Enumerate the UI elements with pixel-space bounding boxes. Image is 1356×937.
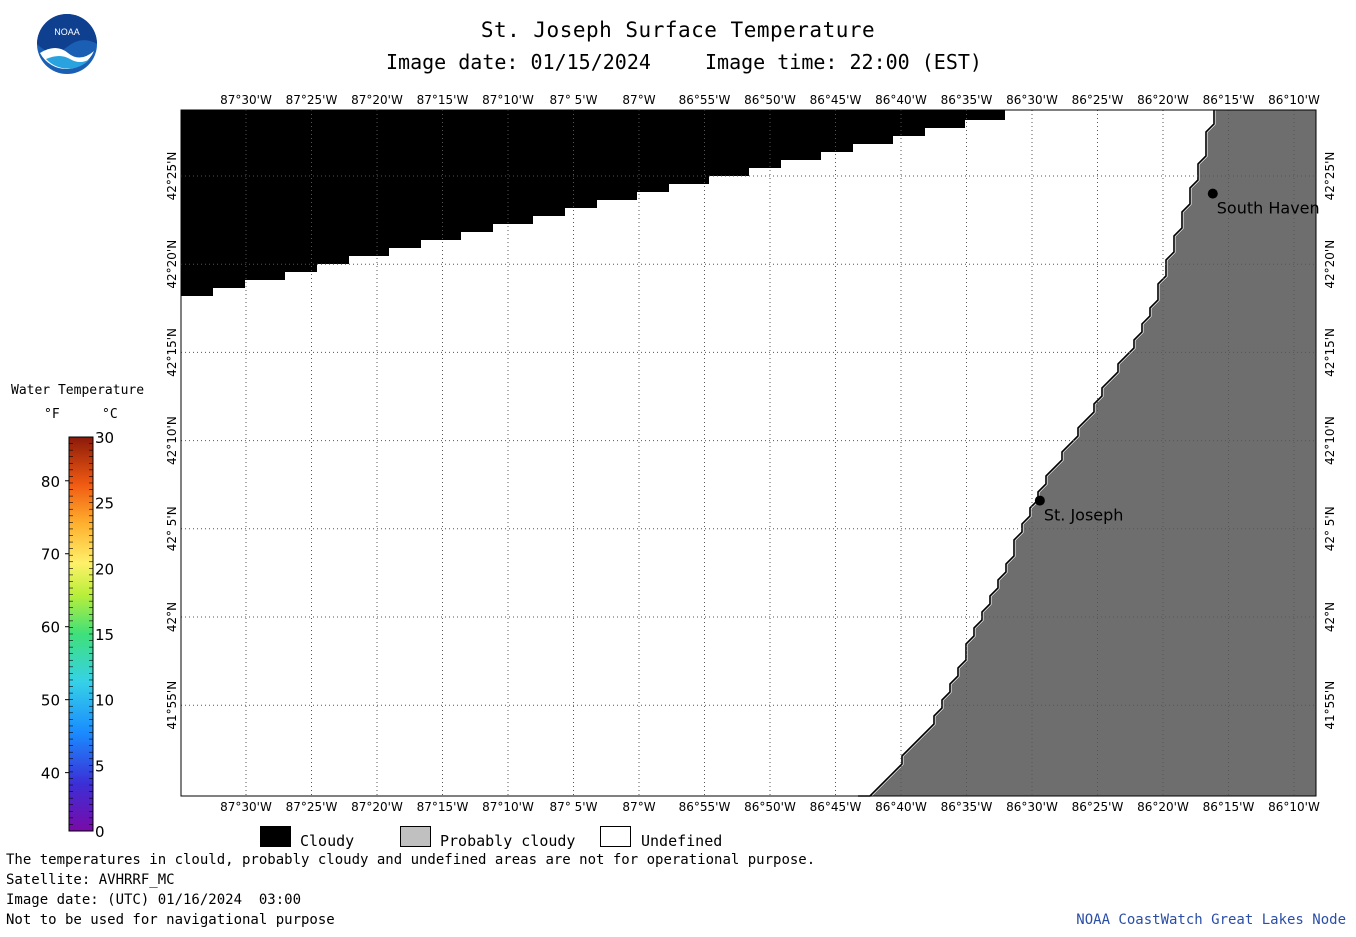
lat-label-left: 42°20'N: [165, 240, 179, 289]
cloud-region: [181, 110, 1005, 296]
lon-label-top: 87°15'W: [417, 93, 469, 107]
lon-label-bottom: 87°20'W: [351, 800, 403, 814]
coastline: [858, 110, 1215, 797]
colorbar-f-tick-label: 60: [41, 619, 60, 637]
legend-undefined-label: Undefined: [641, 832, 723, 850]
sst-map: 87°30'W 87°30'W 87°25'W 87°25'W 87°20'W 87°20…: [165, 93, 1337, 814]
lat-label-right: 42°15'N: [1323, 328, 1337, 377]
logo-text: NOAA: [54, 27, 80, 37]
lat-label-left: 42°N: [165, 602, 179, 632]
colorbar-c-tick-label: 20: [95, 560, 114, 578]
legend-probably-cloudy-label: Probably cloudy: [440, 832, 576, 850]
lon-label-bottom: 86°30'W: [1006, 800, 1058, 814]
colorbar-title: Water Temperature: [11, 383, 145, 398]
colorbar-c-tick-label: 25: [95, 495, 114, 513]
lon-label-top: 87°W: [622, 93, 655, 107]
lon-label-top: 86°15'W: [1203, 93, 1255, 107]
footer-satellite: Satellite: AVHRRF_MC: [6, 872, 175, 888]
lon-label-bottom: 87°W: [622, 800, 655, 814]
lat-label-right: 42°N: [1323, 602, 1337, 632]
legend-undefined-swatch: [600, 826, 631, 847]
lat-label-left: 42°25'N: [165, 152, 179, 201]
lat-label-right: 41°55'N: [1323, 681, 1337, 730]
footer-credit: NOAA CoastWatch Great Lakes Node: [1076, 912, 1346, 928]
lon-label-bottom: 87°25'W: [286, 800, 338, 814]
city-marker: [1207, 188, 1218, 199]
colorbar-f-tick-label: 50: [41, 692, 60, 710]
colorbar-f-tick-label: 70: [41, 546, 60, 564]
lon-label-top: 87°25'W: [286, 93, 338, 107]
lat-label-right: 42° 5'N: [1323, 506, 1337, 551]
lon-label-top: 86°55'W: [679, 93, 731, 107]
lat-label-right: 42°25'N: [1323, 152, 1337, 201]
footer-warning: Not to be used for navigational purpose: [6, 912, 335, 928]
page-title: St. Joseph Surface Temperature: [480, 18, 876, 42]
lon-label-bottom: 86°45'W: [810, 800, 862, 814]
lat-label-left: 42°10'N: [165, 416, 179, 465]
colorbar-f-tick-label: 80: [41, 473, 60, 491]
footer-utc-date: Image date: (UTC) 01/16/2024 03:00: [6, 892, 302, 908]
lon-label-bottom: 86°25'W: [1072, 800, 1124, 814]
lon-label-bottom: 86°40'W: [875, 800, 927, 814]
map-frame: [180, 109, 1317, 797]
lon-label-bottom: 87° 5'W: [550, 800, 598, 814]
lon-label-top: 86°40'W: [875, 93, 927, 107]
lon-label-top: 87°30'W: [220, 93, 272, 107]
lat-label-right: 42°20'N: [1323, 240, 1337, 289]
lon-label-top: 86°45'W: [810, 93, 862, 107]
lon-label-top: 86°50'W: [744, 93, 796, 107]
legend-cloudy-swatch: [260, 826, 291, 847]
lon-label-bottom: 86°20'W: [1137, 800, 1189, 814]
colorbar-c-tick-label: 10: [95, 692, 114, 710]
lon-label-top: 87°20'W: [351, 93, 403, 107]
city-label: St. Joseph: [1044, 506, 1124, 525]
lon-label-top: 87° 5'W: [550, 93, 598, 107]
lon-label-bottom: 87°30'W: [220, 800, 272, 814]
lat-label-left: 41°55'N: [165, 681, 179, 730]
colorbar-f-tick-label: 40: [41, 765, 60, 783]
image-time: Image time: 22:00 (EST): [705, 50, 982, 74]
lon-label-bottom: 87°10'W: [482, 800, 534, 814]
city-label: South Haven: [1217, 199, 1320, 218]
lon-label-top: 86°25'W: [1072, 93, 1124, 107]
legend-cloudy-label: Cloudy: [300, 832, 355, 850]
lon-label-top: 86°10'W: [1268, 93, 1320, 107]
noaa-logo: NOAA: [36, 13, 98, 75]
colorbar-unit-f: °F: [44, 407, 60, 422]
colorbar-c-tick-label: 15: [95, 626, 114, 644]
lon-label-top: 86°20'W: [1137, 93, 1189, 107]
lon-label-top: 86°35'W: [941, 93, 993, 107]
lat-label-left: 42°15'N: [165, 328, 179, 377]
lon-label-top: 87°10'W: [482, 93, 534, 107]
colorbar-c-tick-label: 5: [95, 757, 105, 775]
lon-label-bottom: 86°50'W: [744, 800, 796, 814]
lon-label-bottom: 87°15'W: [417, 800, 469, 814]
lon-label-bottom: 86°35'W: [941, 800, 993, 814]
lon-label-bottom: 86°55'W: [679, 800, 731, 814]
footer-note: The temperatures in clould, probably clo…: [6, 852, 816, 868]
image-date: Image date: 01/15/2024: [386, 50, 651, 74]
colorbar-c-tick-label: 30: [95, 429, 114, 447]
lat-label-left: 42° 5'N: [165, 506, 179, 551]
lat-label-right: 42°10'N: [1323, 416, 1337, 465]
city-marker: [1034, 495, 1045, 506]
lon-label-bottom: 86°10'W: [1268, 800, 1320, 814]
land-region: [858, 110, 1316, 796]
lon-label-bottom: 86°15'W: [1203, 800, 1255, 814]
colorbar-unit-c: °C: [102, 407, 118, 422]
lon-label-top: 86°30'W: [1006, 93, 1058, 107]
legend-probably-cloudy-swatch: [400, 826, 431, 847]
colorbar-c-tick-label: 0: [95, 823, 105, 841]
